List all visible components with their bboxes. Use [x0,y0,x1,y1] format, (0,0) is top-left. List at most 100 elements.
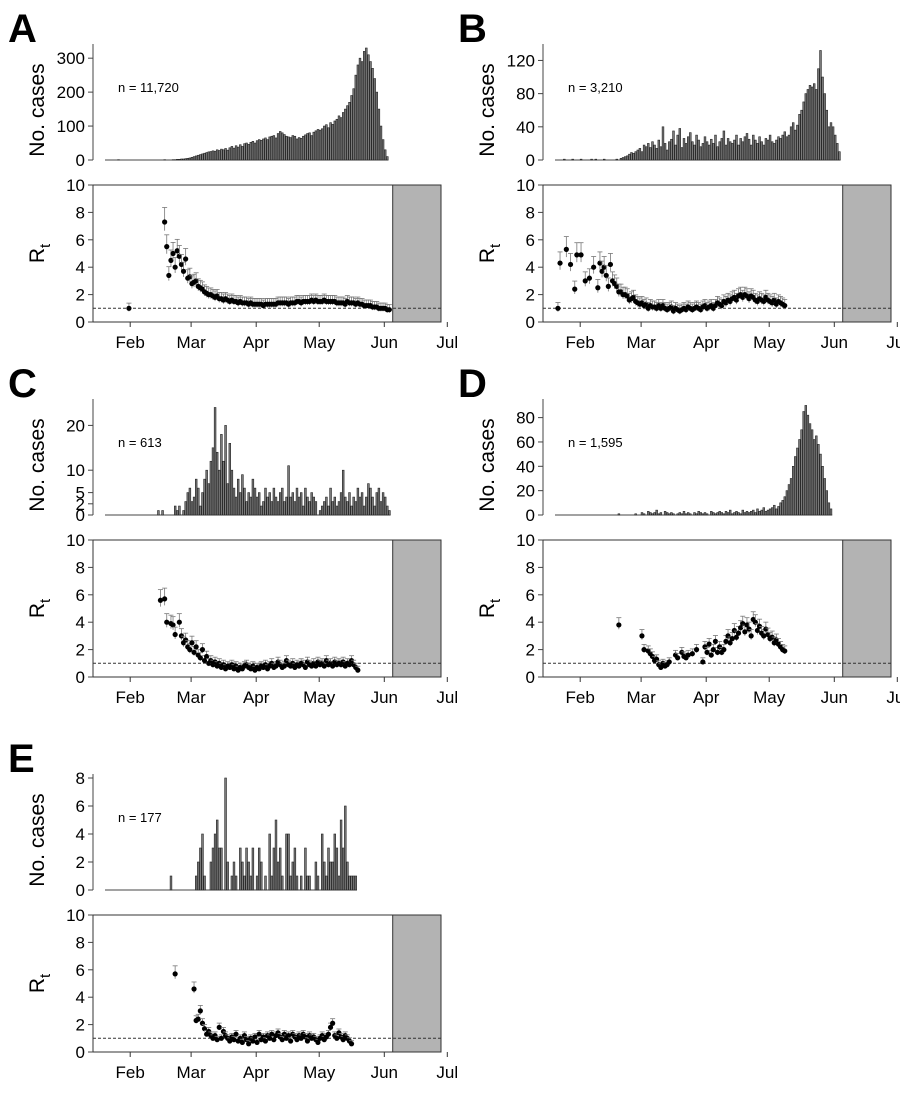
case-bar [655,148,658,161]
case-bar [722,130,726,161]
case-bar [348,102,351,161]
case-bar [733,512,736,516]
case-bar [174,505,177,516]
month-label: Feb [566,688,595,707]
case-bar [157,510,160,516]
case-bar [243,143,246,161]
month-label: Jul [436,1063,458,1082]
case-bar [779,138,782,161]
case-bar [213,407,217,516]
rt-point [294,1037,300,1043]
case-bar [192,496,196,516]
case-bar [371,68,374,161]
case-bar [691,141,694,161]
rt-frame [92,914,442,1053]
rt-point [330,1020,336,1026]
case-bar [697,511,700,516]
rt-point [346,662,353,668]
rt-point [239,1039,245,1046]
case-bar [358,496,362,516]
rt-point [260,1034,266,1040]
month-label: May [303,688,336,707]
case-bar [710,511,713,516]
rt-point [607,261,614,268]
rt-point [164,244,170,250]
rt-point [603,272,609,279]
rt-point [719,302,725,309]
case-bar [381,492,385,516]
rt-point [281,1031,287,1037]
case-bar [195,875,198,891]
rt-y-axis-title-sub: t [37,973,54,978]
case-bar [789,478,793,516]
case-bar [304,847,307,891]
case-bar [291,861,294,891]
case-bar [289,137,292,161]
case-bar [645,146,648,161]
case-bar [203,152,206,161]
case-bar [327,847,330,891]
rt-point [256,1031,262,1037]
rt-point [273,663,279,669]
case-bar [350,505,353,516]
case-bar [798,114,801,161]
case-bar [293,501,297,516]
case-bar [278,847,282,891]
case-bar [182,510,185,516]
case-bar [203,478,206,516]
month-label: Apr [243,1063,270,1082]
case-bar [728,509,732,516]
rt-point [731,627,737,634]
case-bar [670,138,673,161]
case-bar [270,135,273,161]
case-bar [228,147,231,161]
case-bar [253,142,257,161]
rt-y-tick-label: 8 [76,558,85,577]
case-bar [735,511,738,516]
case-bar [272,487,276,516]
rt-frame [542,539,892,678]
rt-point [170,622,176,628]
case-bar [710,138,713,161]
case-bar [306,496,309,516]
case-bar [773,504,776,516]
case-bar [833,134,837,161]
case-bar [808,423,812,516]
rt-frame [92,184,442,323]
case-bar [354,875,357,891]
rt-point [582,278,588,284]
case-bar [201,492,204,516]
case-bar [375,91,378,161]
case-bar [764,511,768,516]
case-bar [821,466,824,516]
rt-point [275,1030,281,1036]
rt-chart: 0 2 4 6 8 10 Rt Feb Mar Apr May Jun Jul [26,906,458,1082]
case-bar [199,505,202,516]
case-bar [794,129,797,161]
rt-point [201,657,208,664]
rt-y-tick-label: 4 [526,258,535,277]
case-bar [741,141,744,161]
rt-point [700,659,706,665]
rt-point [313,663,319,669]
case-bar [352,88,355,161]
rt-point [319,1032,325,1039]
rt-y-axis-title-main: R [26,978,49,993]
rt-point [330,663,336,669]
case-bar [237,146,240,161]
case-bar [201,153,204,161]
rt-point [706,641,712,647]
case-bar [287,136,290,161]
rt-point [563,246,569,252]
case-bar [213,833,217,891]
cases-y-tick-label: 10 [66,461,85,480]
case-bar [655,509,658,516]
case-bar [590,158,593,161]
case-bar [762,144,765,161]
case-bar [241,146,244,161]
case-bar [249,875,252,891]
case-bar [817,444,820,516]
case-bar [195,155,198,161]
case-bar [320,833,324,891]
case-bar [712,512,715,516]
